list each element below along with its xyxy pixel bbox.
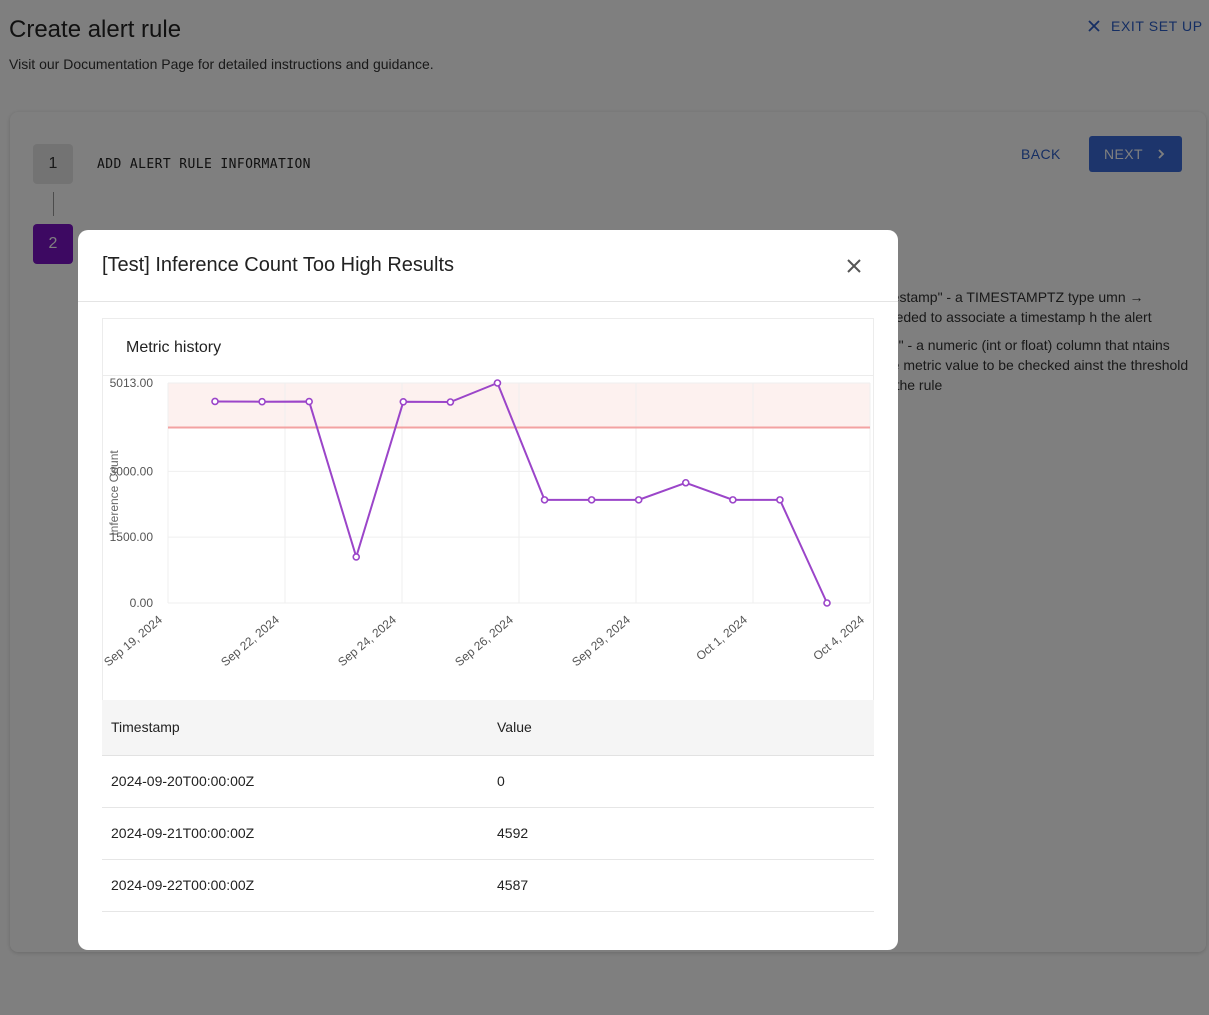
cell-timestamp: 2024-09-20T00:00:00Z bbox=[102, 755, 488, 808]
column-header-value: Value bbox=[488, 700, 874, 756]
data-point bbox=[729, 496, 737, 504]
column-header-timestamp: Timestamp bbox=[102, 700, 488, 756]
cell-value: 4592 bbox=[488, 807, 874, 860]
modal-title: [Test] Inference Count Too High Results bbox=[102, 254, 455, 276]
close-icon[interactable] bbox=[844, 256, 864, 276]
data-point bbox=[823, 599, 831, 607]
data-point bbox=[305, 397, 313, 406]
data-point bbox=[258, 397, 266, 406]
x-tick-label: Sep 24, 2024 bbox=[335, 612, 399, 669]
cell-timestamp: 2024-09-21T00:00:00Z bbox=[102, 807, 488, 860]
x-tick-label: Oct 4, 2024 bbox=[810, 612, 867, 663]
table-row: 2024-09-20T00:00:00Z 0 bbox=[102, 755, 874, 808]
data-point bbox=[352, 553, 361, 561]
data-point bbox=[634, 496, 643, 504]
y-tick-label: 1500.00 bbox=[110, 530, 154, 544]
modal-header: [Test] Inference Count Too High Results bbox=[78, 230, 898, 302]
series-line bbox=[214, 381, 828, 604]
cell-value: 4587 bbox=[488, 859, 874, 912]
chart-title: Metric history bbox=[126, 339, 222, 356]
data-point bbox=[446, 398, 455, 406]
chart-header: Metric history bbox=[103, 319, 873, 376]
results-modal: [Test] Inference Count Too High Results … bbox=[78, 230, 898, 950]
data-point bbox=[540, 496, 549, 504]
table-row: 2024-09-21T00:00:00Z 4592 bbox=[102, 807, 874, 860]
table-row: 2024-09-22T00:00:00Z 4587 bbox=[102, 859, 874, 912]
x-tick-label: Sep 22, 2024 bbox=[218, 612, 282, 669]
y-axis-label: Inference Count bbox=[107, 450, 121, 536]
data-point bbox=[587, 496, 596, 504]
metric-history-card: Metric history 0.00 1500.00 3000.00 5013.00… bbox=[102, 318, 874, 700]
y-tick-label: 3000.00 bbox=[110, 464, 154, 478]
cell-value: 0 bbox=[488, 755, 874, 808]
data-point bbox=[681, 478, 690, 487]
data-point bbox=[211, 397, 219, 406]
table-header-row: Timestamp Value bbox=[102, 700, 874, 756]
x-tick-label: Sep 26, 2024 bbox=[452, 612, 516, 669]
data-point bbox=[399, 397, 408, 406]
cell-timestamp: 2024-09-22T00:00:00Z bbox=[102, 859, 488, 912]
data-point bbox=[776, 496, 784, 504]
y-tick-label: 5013.00 bbox=[110, 376, 154, 390]
metric-history-chart: 0.00 1500.00 3000.00 5013.00 Inference Count… bbox=[103, 376, 871, 669]
results-table: Timestamp Value 2024-09-20T00:00:00Z 0 2… bbox=[102, 700, 874, 912]
x-tick-label: Sep 29, 2024 bbox=[569, 612, 633, 669]
y-tick-label: 0.00 bbox=[130, 596, 154, 610]
x-tick-label: Sep 19, 2024 bbox=[103, 612, 165, 669]
data-point bbox=[493, 379, 502, 387]
x-tick-label: Oct 1, 2024 bbox=[693, 612, 750, 663]
